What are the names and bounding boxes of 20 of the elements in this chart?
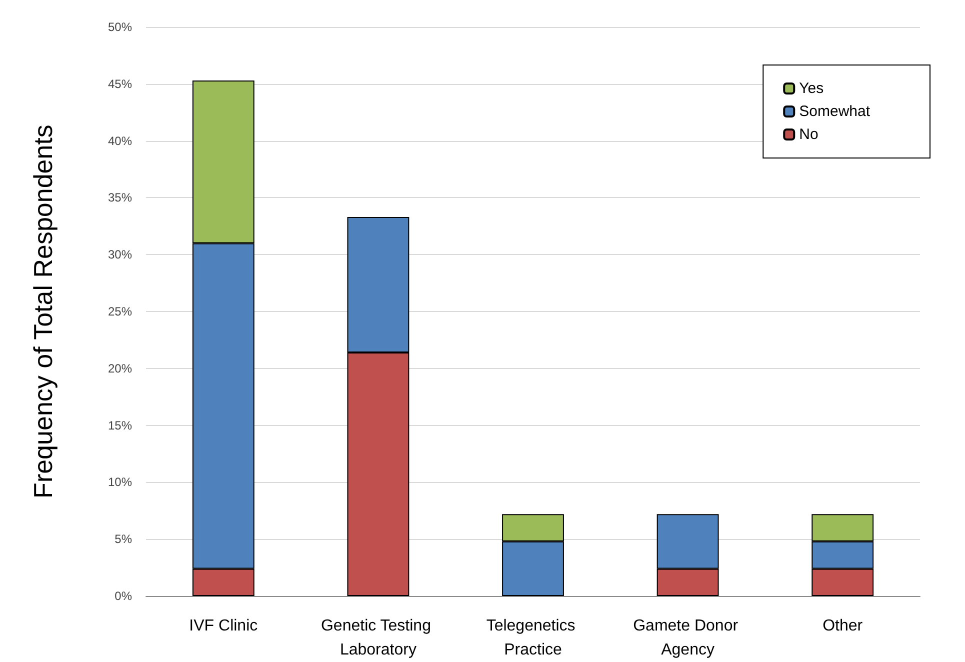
y-tick-label: 15% <box>108 418 132 432</box>
y-tick-label: 20% <box>108 361 132 376</box>
x-tick-label: Genetic Testing Laboratory <box>320 618 436 658</box>
x-tick-label: Other <box>822 618 864 634</box>
y-tick-label: 45% <box>108 76 132 91</box>
legend-label: Somewhat <box>799 103 871 120</box>
x-tick-label: IVF Clinic <box>189 618 258 634</box>
y-axis-title: Frequency of Total Respondents <box>28 124 58 498</box>
y-tick-label: 50% <box>108 20 132 34</box>
y-tick-label: 30% <box>108 248 132 262</box>
legend-label: No <box>799 126 818 143</box>
x-tick-label: Telegenetics Practice <box>486 618 580 658</box>
y-tick-label: 0% <box>114 589 132 603</box>
y-tick-label: 5% <box>114 532 132 546</box>
y-tick-label: 35% <box>108 190 132 205</box>
x-tick-label: Gamete Donor Agency <box>633 618 742 658</box>
y-tick-label: 40% <box>108 134 132 148</box>
y-tick-label: 25% <box>108 304 132 318</box>
legend-label: Yes <box>799 80 824 97</box>
y-tick-label: 10% <box>108 475 132 490</box>
